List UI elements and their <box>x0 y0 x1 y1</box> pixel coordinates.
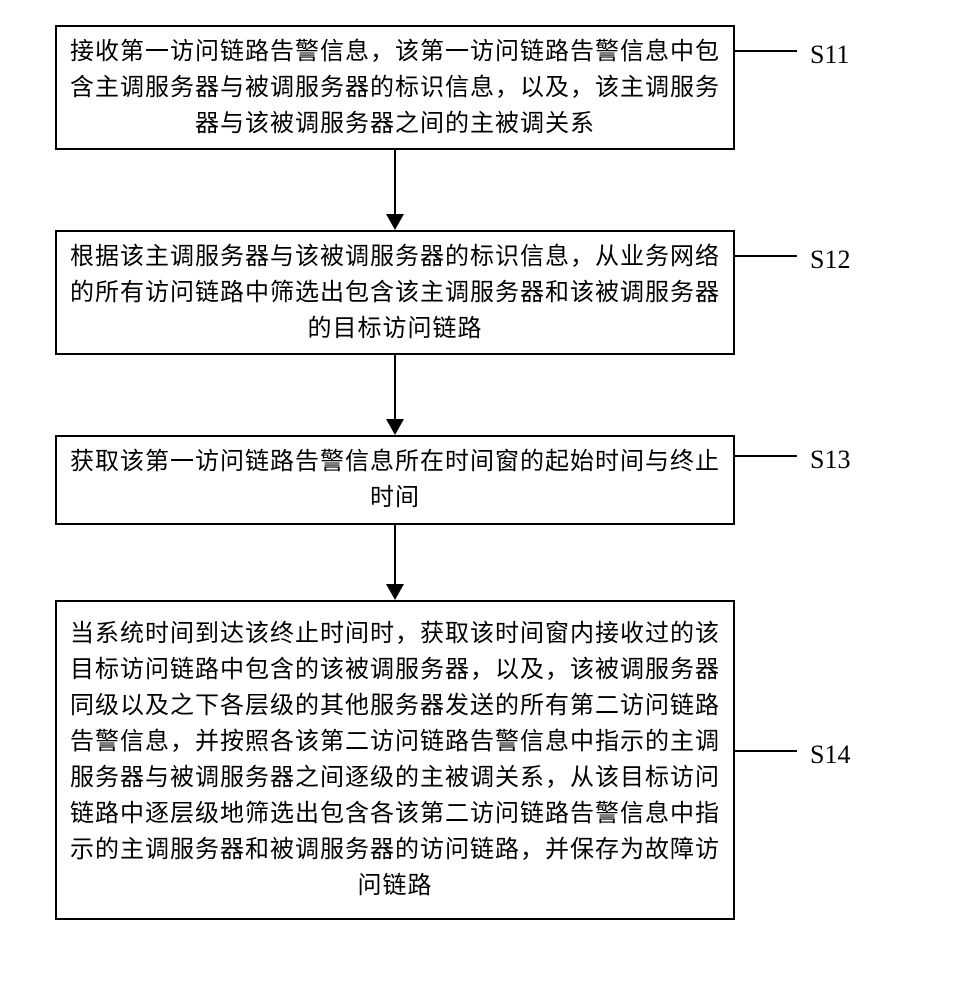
connector-s11 <box>735 50 797 52</box>
node-text-s14: 当系统时间到达该终止时间时，获取该时间窗内接收过的该目标访问链路中包含的该被调服… <box>67 616 723 904</box>
node-text-s11: 接收第一访问链路告警信息，该第一访问链路告警信息中包含主调服务器与被调服务器的标… <box>67 34 723 142</box>
arrow-s12-s13 <box>394 355 396 419</box>
arrow-head-s12-s13 <box>386 419 404 435</box>
connector-s13 <box>735 455 797 457</box>
flowchart-node-s13: 获取该第一访问链路告警信息所在时间窗的起始时间与终止时间 <box>55 435 735 525</box>
arrow-s11-s12 <box>394 150 396 214</box>
arrow-head-s11-s12 <box>386 214 404 230</box>
arrow-head-s13-s14 <box>386 584 404 600</box>
label-s13: S13 <box>810 445 850 475</box>
flowchart-node-s12: 根据该主调服务器与该被调服务器的标识信息，从业务网络的所有访问链路中筛选出包含该… <box>55 230 735 355</box>
flowchart-node-s11: 接收第一访问链路告警信息，该第一访问链路告警信息中包含主调服务器与被调服务器的标… <box>55 25 735 150</box>
flowchart-node-s14: 当系统时间到达该终止时间时，获取该时间窗内接收过的该目标访问链路中包含的该被调服… <box>55 600 735 920</box>
label-s12: S12 <box>810 245 850 275</box>
label-s14: S14 <box>810 740 850 770</box>
flowchart-container: 接收第一访问链路告警信息，该第一访问链路告警信息中包含主调服务器与被调服务器的标… <box>0 0 960 1000</box>
label-s11: S11 <box>810 40 850 70</box>
arrow-s13-s14 <box>394 525 396 584</box>
node-text-s12: 根据该主调服务器与该被调服务器的标识信息，从业务网络的所有访问链路中筛选出包含该… <box>67 239 723 347</box>
connector-s14 <box>735 750 797 752</box>
node-text-s13: 获取该第一访问链路告警信息所在时间窗的起始时间与终止时间 <box>67 444 723 516</box>
connector-s12 <box>735 255 797 257</box>
